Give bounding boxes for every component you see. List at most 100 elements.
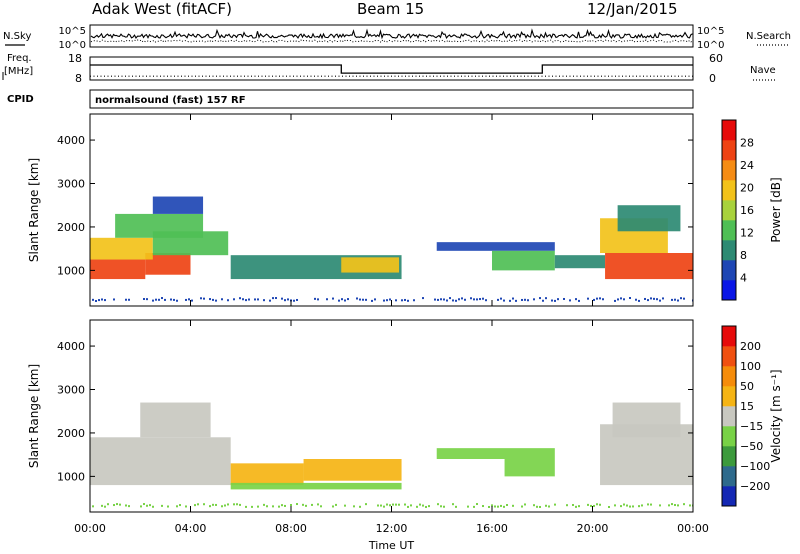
- power-panel-speckle: [371, 299, 373, 302]
- nave-right-tick: 60: [709, 52, 723, 65]
- velocity-panel-speckle: [671, 503, 673, 506]
- power-panel-speckle: [386, 299, 388, 302]
- velocity-panel-speckle: [317, 503, 319, 506]
- power-panel-speckle: [296, 298, 298, 301]
- power-panel-speckle: [671, 298, 673, 301]
- velocity-panel-speckle: [284, 504, 286, 507]
- power-panel-speckle: [557, 298, 559, 301]
- velocity-panel-speckle: [359, 505, 361, 508]
- velocity-panel-speckle: [596, 503, 598, 506]
- velocity-panel-colorbar-tick: −100: [740, 460, 770, 473]
- velocity-panel-speckle: [92, 505, 94, 508]
- velocity-panel-speckle: [641, 504, 643, 507]
- power-panel-speckle: [500, 297, 502, 300]
- power-panel-speckle: [479, 298, 481, 301]
- power-panel-speckle: [569, 299, 571, 302]
- velocity-panel-data-group: [90, 402, 693, 508]
- noise-panel-frame: [89, 24, 694, 48]
- power-panel-speckle: [233, 298, 235, 301]
- velocity-panel-speckle: [572, 503, 574, 506]
- power-panel-speckle: [314, 297, 316, 300]
- power-panel-speckle: [239, 297, 241, 300]
- velocity-panel-speckle: [674, 504, 676, 507]
- velocity-panel-speckle: [194, 504, 196, 507]
- velocity-panel-speckle: [638, 505, 640, 508]
- velocity-panel-speckle: [311, 503, 313, 506]
- power-panel-speckle: [542, 299, 544, 302]
- velocity-panel-speckle: [578, 505, 580, 508]
- velocity-panel-speckle: [296, 503, 298, 506]
- power-panel-speckle: [659, 299, 661, 302]
- power-panel-data-cell: [554, 255, 606, 269]
- velocity-panel-speckle: [278, 505, 280, 508]
- velocity-panel-speckle: [503, 505, 505, 508]
- power-panel-speckle: [287, 298, 289, 301]
- power-panel-speckle: [563, 297, 565, 300]
- power-panel-speckle: [614, 299, 616, 302]
- power-panel-speckle: [113, 298, 115, 301]
- velocity-panel-speckle: [506, 503, 508, 506]
- cpid-panel-frame: [89, 89, 694, 109]
- velocity-panel-speckle: [491, 504, 493, 507]
- power-panel-speckle: [263, 299, 265, 302]
- velocity-panel-speckle: [113, 504, 115, 507]
- power-panel-speckle: [395, 299, 397, 302]
- velocity-panel-colorbar-label: Velocity [m s⁻¹]: [769, 369, 783, 462]
- freq-label-line1: Freq.: [7, 53, 32, 64]
- velocity-panel-speckle: [125, 504, 127, 507]
- power-panel-speckle: [674, 298, 676, 301]
- power-panel-speckle: [269, 299, 271, 302]
- velocity-panel-speckle: [467, 505, 469, 508]
- velocity-panel-speckle: [488, 505, 490, 508]
- power-panel-speckle: [512, 297, 514, 300]
- power-panel-speckle: [527, 299, 529, 302]
- power-panel-speckle: [545, 297, 547, 300]
- velocity-panel-data-cell: [504, 459, 555, 477]
- velocity-panel-speckle: [647, 503, 649, 506]
- power-panel-colorbar-segment: [722, 260, 736, 281]
- power-panel-speckle: [275, 297, 277, 300]
- power-panel-speckle: [638, 299, 640, 302]
- velocity-panel-speckle: [428, 505, 430, 508]
- velocity-panel-speckle: [419, 503, 421, 506]
- power-panel-speckle: [539, 297, 541, 300]
- velocity-panel-ylabel: Slant Range [km]: [27, 364, 41, 468]
- velocity-panel-speckle: [146, 504, 148, 507]
- power-panel-speckle: [470, 297, 472, 300]
- velocity-panel-speckle: [167, 505, 169, 508]
- power-panel-colorbar-tick: 12: [740, 227, 754, 240]
- power-panel-speckle: [188, 298, 190, 301]
- power-panel-speckle: [629, 297, 631, 300]
- velocity-panel-speckle: [236, 503, 238, 506]
- power-panel-data-cell: [341, 257, 400, 273]
- power-panel-speckle: [461, 297, 463, 300]
- power-panel-speckle: [677, 299, 679, 302]
- power-panel-speckle: [389, 298, 391, 301]
- velocity-panel-speckle: [272, 505, 274, 508]
- power-panel-data-cell: [90, 237, 153, 260]
- velocity-panel-speckle: [494, 505, 496, 508]
- power-panel-speckle: [656, 298, 658, 301]
- velocity-panel-speckle: [440, 505, 442, 508]
- power-panel-speckle: [101, 298, 103, 301]
- velocity-panel-data-cell: [230, 482, 402, 490]
- velocity-panel-speckle: [620, 505, 622, 508]
- velocity-panel-speckle: [389, 504, 391, 507]
- velocity-panel-speckle: [101, 504, 103, 507]
- velocity-panel-colorbar-segment: [722, 366, 736, 387]
- noise-right-tick: 10^5: [697, 26, 724, 37]
- station-title: Adak West (fitACF): [92, 0, 232, 18]
- power-panel-speckle: [587, 297, 589, 300]
- velocity-panel-speckle: [320, 505, 322, 508]
- velocity-panel-speckle: [149, 504, 151, 507]
- power-panel-speckle: [407, 299, 409, 302]
- velocity-panel-colorbar-tick: 15: [740, 400, 754, 413]
- velocity-panel-colorbar-segment: [722, 486, 736, 507]
- freq-left-tick: 18: [68, 52, 82, 65]
- velocity-panel-speckle: [233, 503, 235, 506]
- power-panel-speckle: [533, 298, 535, 301]
- velocity-panel-speckle: [392, 503, 394, 506]
- power-panel-speckle: [635, 298, 637, 301]
- power-panel-speckle: [551, 299, 553, 302]
- velocity-panel-speckle: [239, 503, 241, 506]
